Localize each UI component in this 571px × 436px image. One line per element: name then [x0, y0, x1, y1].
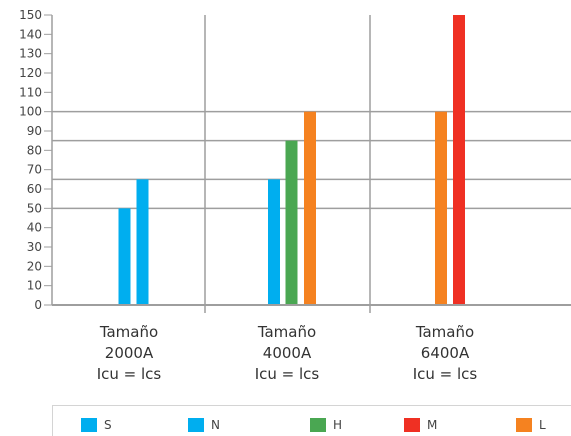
y-tick-label: 150 — [19, 8, 42, 22]
y-tick-label: 120 — [19, 66, 42, 80]
y-tick-label: 90 — [27, 124, 42, 138]
legend-item-s: S — [81, 416, 112, 434]
legend-swatch — [404, 418, 420, 432]
legend-label: S — [104, 418, 112, 432]
category-label: Tamaño — [99, 323, 158, 341]
category-label: Tamaño — [257, 323, 316, 341]
bar-l — [304, 111, 316, 306]
category-label: 6400A — [421, 344, 470, 362]
bar-chart: 0 10 20 30 40 50 60 70 80 90 100 110 120 130 140 150 Tam… — [19, 8, 571, 383]
bar-n — [268, 179, 280, 305]
category-label: 2000A — [105, 344, 154, 362]
y-tick-label: 80 — [27, 143, 42, 157]
y-tick-label: 0 — [34, 298, 42, 312]
legend-item-h: H — [310, 416, 342, 434]
bar-m — [453, 15, 465, 305]
bar-n — [136, 179, 149, 305]
legend-label: H — [333, 418, 343, 432]
category-label: 4000A — [263, 344, 312, 362]
y-tick-label: 50 — [27, 201, 42, 215]
category-label: Icu = lcs — [255, 365, 320, 383]
legend-label: L — [539, 418, 546, 432]
y-tick-label: 30 — [27, 240, 42, 254]
y-tick-label: 20 — [27, 259, 42, 273]
y-tick-label: 60 — [27, 182, 42, 196]
y-tick-label: 140 — [19, 27, 42, 41]
legend-swatch — [310, 418, 326, 432]
legend-item-m: M — [404, 416, 437, 434]
legend-item-l: L — [516, 416, 546, 434]
y-tick-label: 10 — [27, 279, 42, 293]
y-tick-label: 110 — [19, 85, 42, 99]
bar-h — [285, 140, 298, 305]
bar-s — [118, 208, 131, 305]
legend-swatch — [516, 418, 532, 432]
y-tick-label: 70 — [27, 163, 42, 177]
y-tick-label: 100 — [19, 105, 42, 119]
legend-label: N — [211, 418, 220, 432]
legend-swatch — [81, 418, 97, 432]
category-label: Icu = lcs — [97, 365, 162, 383]
bar-l — [435, 111, 447, 306]
legend-label: M — [427, 418, 438, 432]
legend-swatch — [188, 418, 204, 432]
legend-item-n: N — [188, 416, 220, 434]
y-tick-label: 130 — [19, 47, 42, 61]
y-tick-label: 40 — [27, 221, 42, 235]
category-label: Icu = lcs — [413, 365, 478, 383]
category-label: Tamaño — [415, 323, 474, 341]
